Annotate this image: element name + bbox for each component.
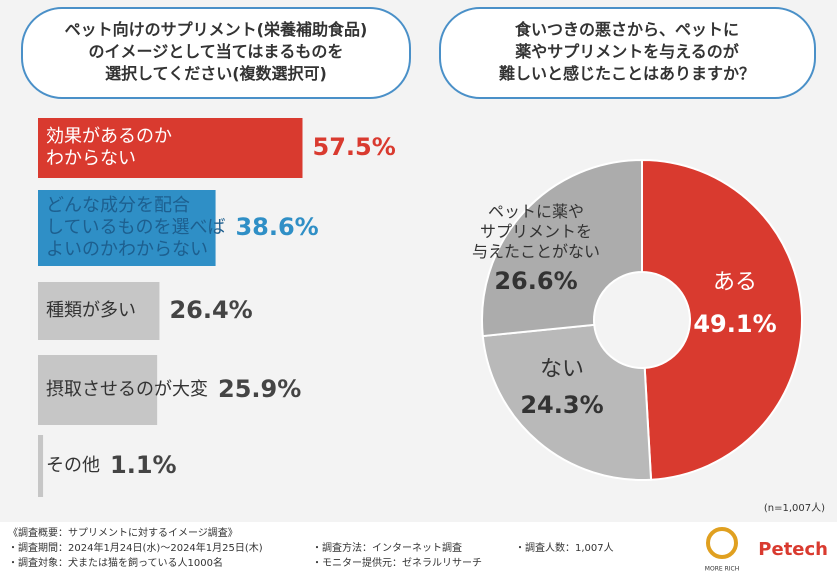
category-label: 効果があるのかわからない (46, 126, 172, 169)
value-label: 1.1% (110, 451, 177, 479)
footer-text: ・モニター提供元：ゼネラルリサーチ (312, 556, 482, 569)
value-label: 49.1% (693, 310, 776, 338)
slice-label: ある (713, 270, 757, 295)
logo-text: Petech (758, 539, 828, 560)
value-label: 26.6% (494, 267, 577, 295)
logo-text: MORE RICH (705, 566, 739, 573)
donut-slice (481, 323, 653, 481)
chart-title: ペット向けのサプリメント(栄養補助食品)のイメージとして当てはまるものを選択して… (65, 20, 368, 83)
footer-text: 《調査概要：サプリメントに対するイメージ調査》 (8, 526, 238, 539)
value-label: 57.5% (313, 133, 396, 161)
value-label: 38.6% (235, 213, 318, 241)
value-label: 25.9% (218, 375, 301, 403)
footer-text: ・調査対象：犬または猫を飼っている人1000名 (8, 556, 223, 569)
bar (38, 355, 158, 425)
value-label: 24.3% (520, 391, 603, 419)
title-bubble (21, 7, 816, 99)
donut-slice (481, 158, 643, 338)
bar (38, 190, 216, 266)
chart-title: 食いつきの悪さから、ペットに薬やサプリメントを与えるのが難しいと感じたことはあり… (499, 20, 755, 83)
value-label: 26.4% (169, 296, 252, 324)
logo-mark (706, 527, 738, 559)
slice-label: ない (540, 357, 584, 382)
bar (38, 118, 303, 178)
category-label: その他 (46, 455, 100, 476)
bar (38, 282, 160, 340)
footer-bg (0, 522, 837, 578)
category-label: 種類が多い (46, 300, 136, 321)
bar (38, 435, 44, 497)
sample-note: (n=1,007人) (764, 502, 825, 514)
footer-text: ・調査方法：インターネット調査 (312, 541, 462, 554)
donut-slice (641, 158, 803, 481)
slice-label: ペットに薬やサプリメントを与えたことがない (472, 202, 600, 261)
category-label: 摂取させるのが大変 (46, 379, 208, 400)
footer-text: ・調査人数：1,007人 (515, 541, 614, 554)
category-label: どんな成分を配合しているものを選べばよいのかわからない (46, 195, 225, 260)
footer-text: ・調査期間：2024年1月24日(水)～2024年1月25日(木) (8, 541, 263, 554)
